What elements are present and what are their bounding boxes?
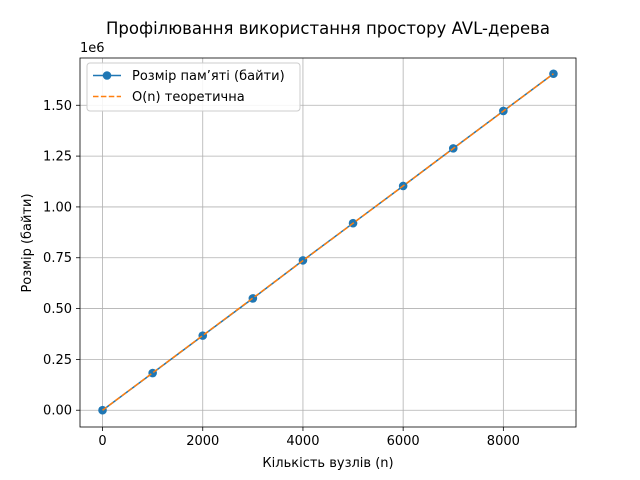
y-tick-label: 0.50 [43, 302, 72, 317]
y-tick-label: 0.75 [43, 251, 72, 266]
legend: Розмір пам’яті (байти) O(n) теоретична [86, 62, 301, 112]
x-tick-label: 4000 [286, 434, 319, 449]
legend-box [86, 62, 301, 112]
legend-label-memory: Розмір пам’яті (байти) [132, 69, 285, 84]
legend-label-theoretical: O(n) теоретична [132, 90, 245, 105]
y-tick-label: 1.00 [43, 200, 72, 215]
x-axis-ticks: 0 2000 4000 6000 8000 [98, 427, 520, 449]
x-tick-label: 2000 [186, 434, 219, 449]
grid [80, 58, 576, 427]
x-tick-label: 8000 [487, 434, 520, 449]
series-line-theoretical [102, 73, 554, 411]
y-tick-label: 0.00 [43, 404, 72, 419]
plot-frame [79, 57, 577, 428]
legend-marker-memory [102, 71, 112, 80]
y-tick-label: 1.50 [43, 99, 72, 114]
x-tick-label: 6000 [387, 434, 420, 449]
y-axis-label: Розмір (байти) [20, 193, 35, 292]
chart-title: Профілювання використання простору AVL-д… [106, 19, 550, 38]
x-tick-label: 0 [98, 434, 106, 449]
y-axis-offset-label: 1e6 [80, 41, 105, 56]
y-tick-label: 0.25 [43, 353, 72, 368]
y-tick-label: 1.25 [43, 150, 72, 165]
x-axis-label: Кількість вузлів (n) [262, 456, 393, 471]
series-layer [98, 69, 558, 415]
y-axis-ticks: 0.00 0.25 0.50 0.75 1.00 1.25 1.50 [43, 99, 80, 419]
